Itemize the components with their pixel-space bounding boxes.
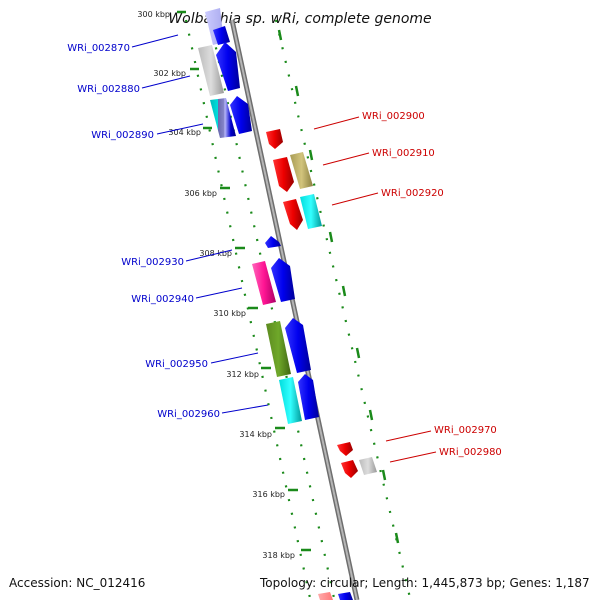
gene-002980-feature xyxy=(359,457,377,475)
kbp-label: 304 kbp xyxy=(168,128,201,137)
gene-002960-feature xyxy=(279,377,302,424)
gene-002920-arrow xyxy=(283,199,303,230)
reverse-genes xyxy=(266,129,377,600)
right-inner-track xyxy=(274,19,412,599)
gene-002930-arrow xyxy=(265,236,281,248)
gene-label: WRi_002890 xyxy=(91,130,154,141)
kbp-label: 306 kbp xyxy=(184,189,217,198)
gene-label: WRi_002880 xyxy=(77,84,140,95)
gene-label: WRi_002980 xyxy=(439,447,502,458)
gene-label: WRi_002900 xyxy=(362,111,425,122)
kbp-label: 312 kbp xyxy=(226,370,259,379)
gene-label: WRi_002970 xyxy=(434,425,497,436)
kbp-label: 314 kbp xyxy=(239,430,272,439)
partial-gene-bottom xyxy=(318,592,333,600)
kbp-label: 300 kbp xyxy=(137,10,170,19)
kbp-label: 302 kbp xyxy=(153,69,186,78)
kbp-label: 318 kbp xyxy=(262,551,295,560)
gene-label: WRi_002910 xyxy=(372,148,435,159)
partial-gene-bottom-blue xyxy=(338,592,353,600)
gene-label: WRi_002930 xyxy=(121,257,184,268)
gene-002880-arrow xyxy=(216,42,240,91)
left-gene-labels: WRi_002870 WRi_002880 WRi_002890 WRi_002… xyxy=(67,43,220,420)
right-leader-lines xyxy=(313,116,437,463)
gene-label: WRi_002870 xyxy=(67,43,130,54)
gene-002890-feature xyxy=(210,98,236,138)
gene-002960-arrow xyxy=(298,374,319,420)
gene-002900-arrow xyxy=(266,129,283,149)
gene-label: WRi_002940 xyxy=(131,294,194,305)
topology-summary: Topology: circular; Length: 1,445,873 bp… xyxy=(260,576,590,590)
gene-002980-arrow xyxy=(341,460,358,478)
gene-002950-arrow xyxy=(285,318,311,373)
genome-backbone xyxy=(229,19,360,600)
gene-label: WRi_002950 xyxy=(145,359,208,370)
gene-002880-feature xyxy=(198,45,224,96)
gene-002940-feature xyxy=(252,261,276,305)
gene-label: WRi_002960 xyxy=(157,409,220,420)
gene-002870-arrow xyxy=(213,26,230,45)
kbp-label: 310 kbp xyxy=(213,309,246,318)
kbp-label: 316 kbp xyxy=(252,490,285,499)
forward-genes xyxy=(198,8,319,424)
accession-text: Accession: NC_012416 xyxy=(9,576,146,590)
gene-002910-feature xyxy=(290,152,313,189)
gene-002890-arrow xyxy=(230,96,252,134)
gene-002970-arrow xyxy=(337,442,353,456)
gene-label: WRi_002920 xyxy=(381,188,444,199)
gene-002910-arrow xyxy=(273,157,294,192)
left-leader-lines xyxy=(131,34,269,414)
kbp-tick-marks xyxy=(177,10,400,552)
right-gene-labels: WRi_002900 WRi_002910 WRi_002920 WRi_002… xyxy=(362,111,502,458)
gene-002940-arrow xyxy=(271,258,295,302)
gene-002920-feature xyxy=(300,194,322,229)
gene-002950-feature xyxy=(266,321,291,377)
